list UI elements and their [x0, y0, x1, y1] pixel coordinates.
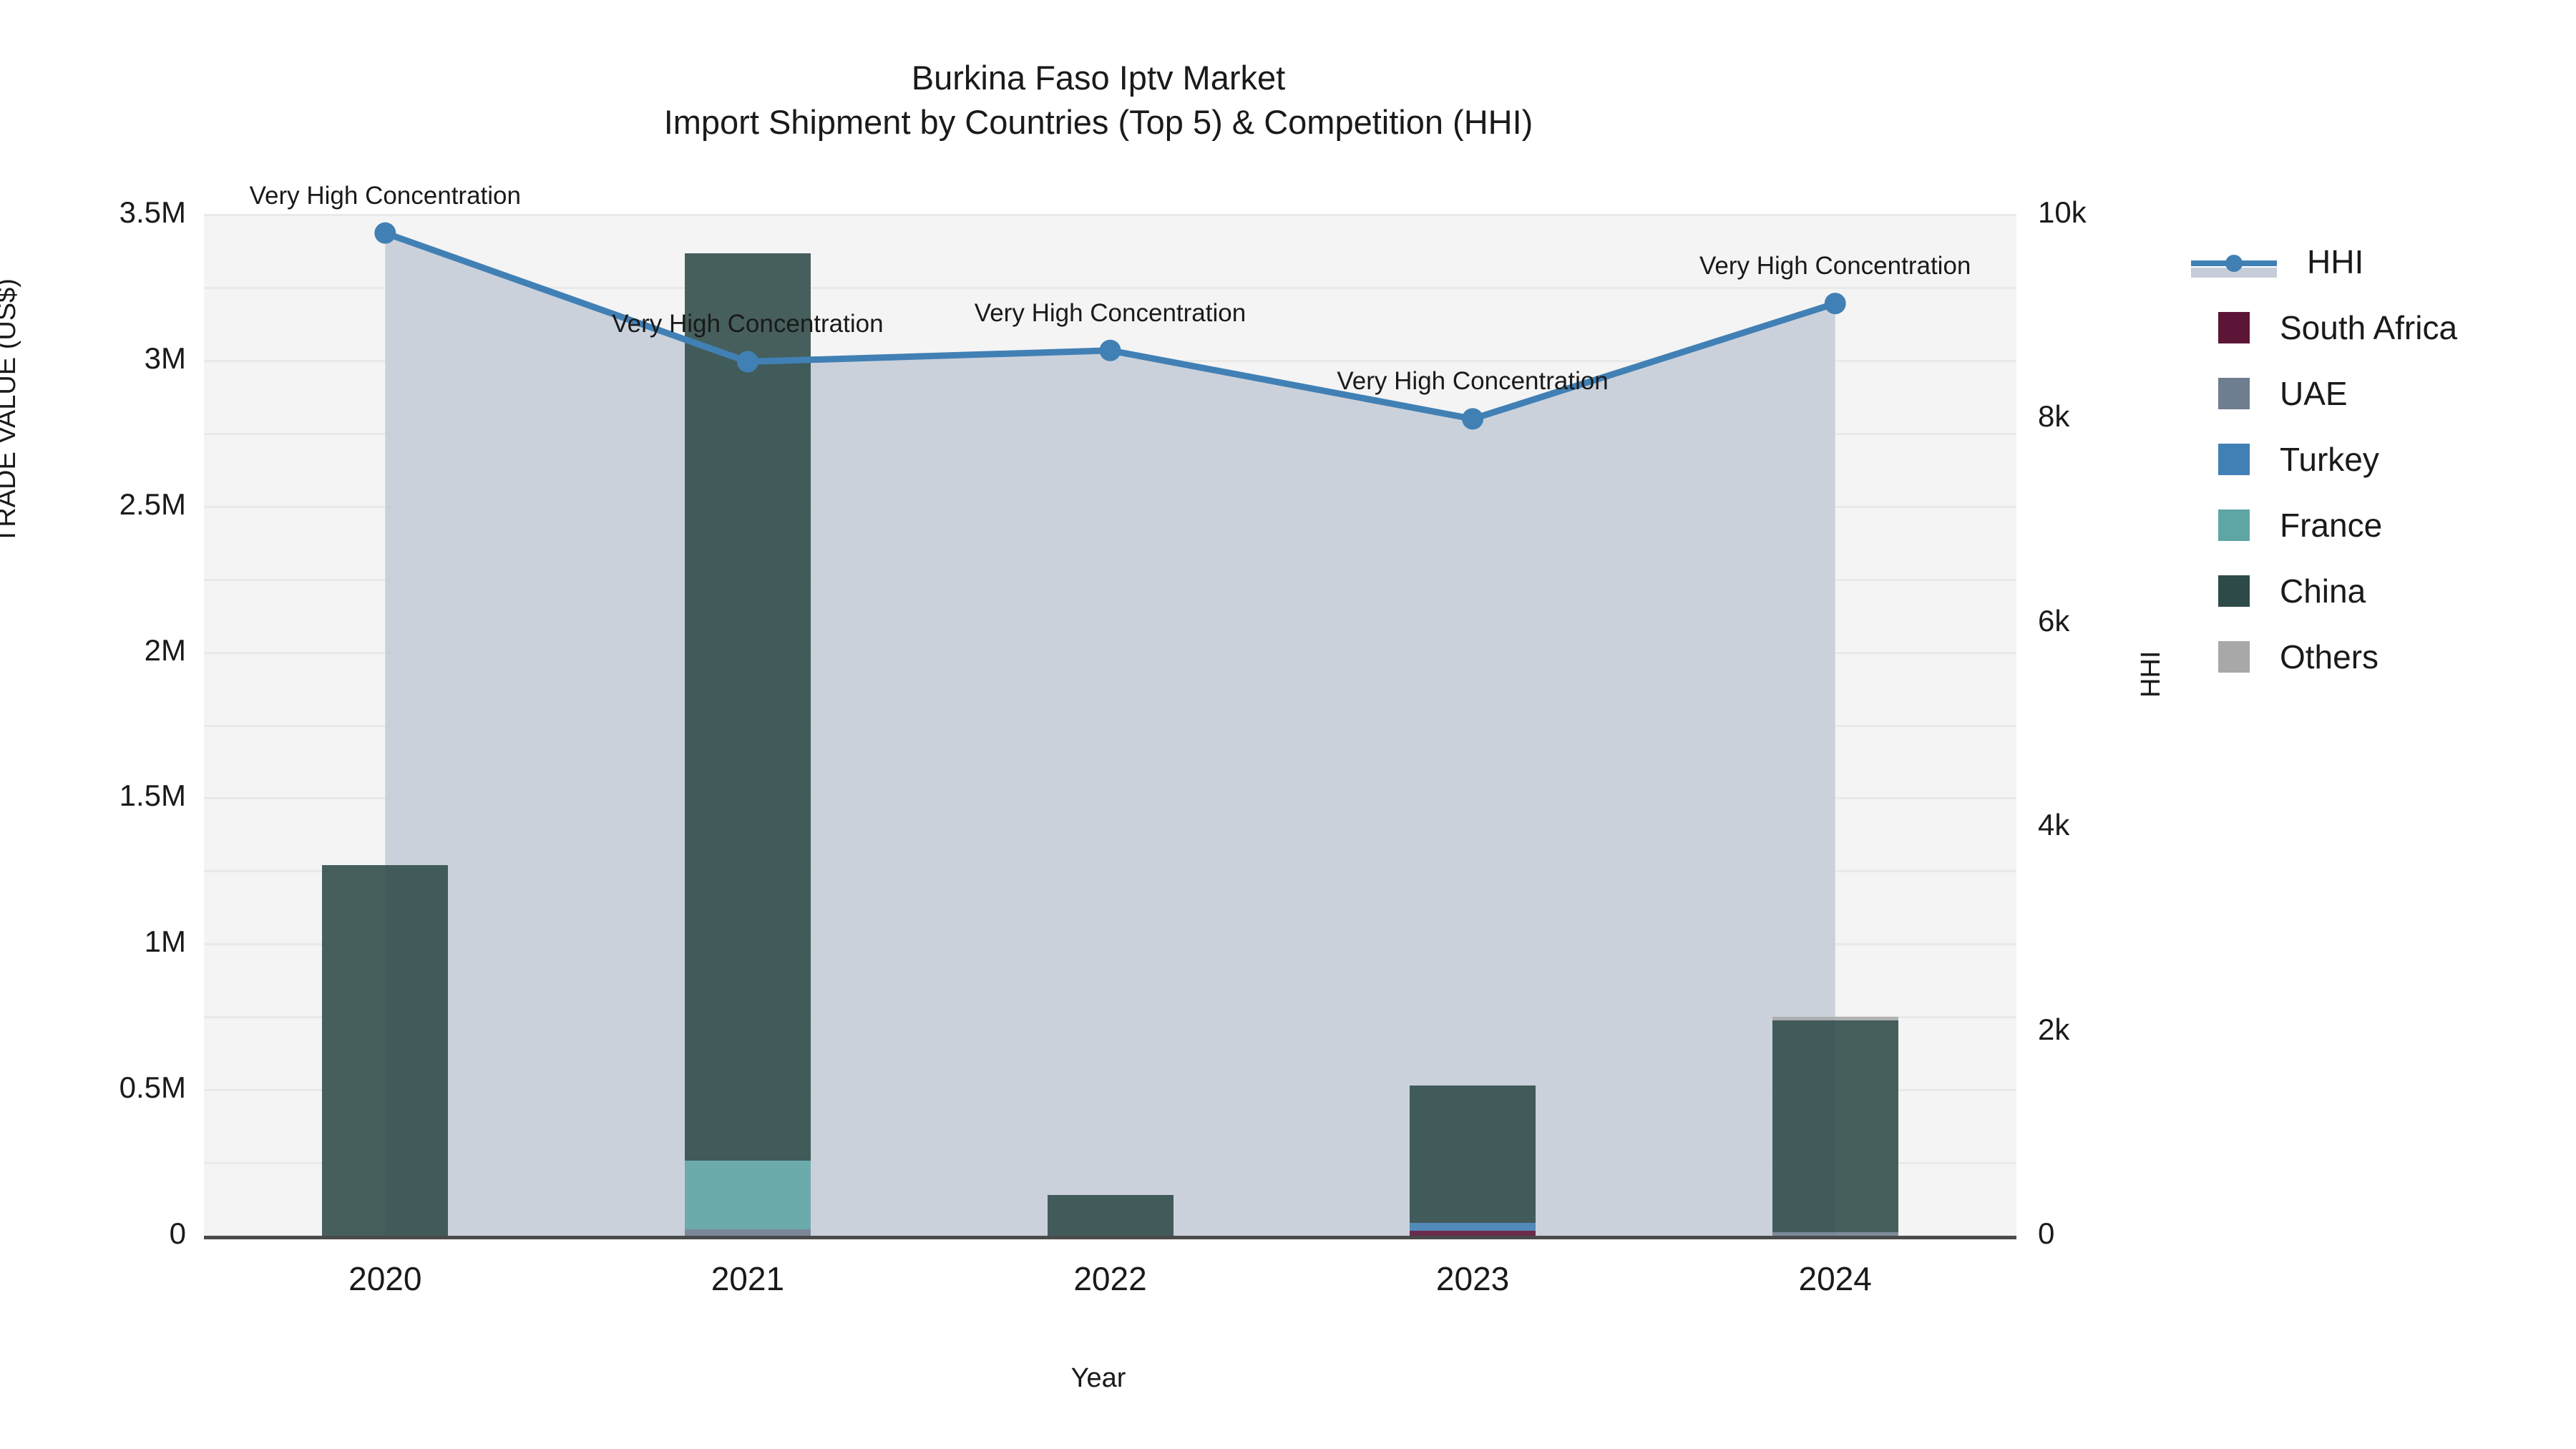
gridline — [204, 286, 2016, 289]
hhi-annotation: Very High Concentration — [612, 310, 884, 338]
legend-swatch-icon — [2218, 641, 2250, 673]
legend-label: China — [2280, 572, 2366, 610]
legend-item[interactable]: Others — [2218, 624, 2457, 690]
chart-title: Burkina Faso Iptv Market Import Shipment… — [0, 56, 2197, 145]
legend-item[interactable]: HHI — [2191, 229, 2457, 295]
x-axis-tick-label: 2020 — [348, 1260, 422, 1297]
y-axis-left-tick-label: 1M — [144, 924, 186, 959]
y-axis-right-tick-label: 6k — [2038, 603, 2070, 638]
y-axis-left-tick-label: 3.5M — [119, 195, 186, 229]
legend-label: UAE — [2280, 375, 2348, 412]
y-axis-left-title: TRADE VALUE (US$) — [0, 278, 21, 544]
hhi-point-marker — [374, 222, 396, 244]
x-axis-title: Year — [1070, 1363, 1126, 1393]
legend-line-marker-icon — [2191, 246, 2277, 278]
bar-segment — [1772, 1017, 1898, 1021]
y-axis-right-tick-label: 0 — [2038, 1216, 2055, 1250]
y-axis-left-tick-label: 3M — [144, 341, 186, 375]
y-axis-left-tick-label: 2M — [144, 633, 186, 667]
bar-segment — [684, 1161, 811, 1230]
x-axis-line — [204, 1236, 2016, 1239]
legend-swatch-icon — [2218, 575, 2250, 607]
bar-segment — [1772, 1231, 1898, 1236]
legend-swatch-icon — [2218, 509, 2250, 541]
y-axis-right-title: HHI — [2136, 650, 2166, 698]
plot-area: Very High Concentration Very High Concent… — [204, 182, 2016, 1237]
bar-segment — [322, 865, 449, 1236]
y-axis-right-tick-label: 10k — [2038, 195, 2087, 229]
legend-swatch-icon — [2218, 378, 2250, 409]
gridline — [204, 214, 2016, 216]
x-axis-tick-label: 2021 — [711, 1260, 785, 1297]
hhi-annotation: Very High Concentration — [1337, 367, 1609, 396]
bar-segment — [1410, 1085, 1536, 1224]
legend-item[interactable]: UAE — [2218, 361, 2457, 426]
hhi-annotation: Very High Concentration — [249, 181, 521, 210]
y-axis-left-tick-label: 0.5M — [119, 1070, 186, 1105]
y-axis-right-tick-label: 8k — [2038, 399, 2070, 434]
legend-label: Others — [2280, 638, 2379, 675]
hhi-line-group — [374, 222, 1846, 430]
bar-segment — [1410, 1230, 1536, 1236]
legend-label: South Africa — [2280, 309, 2458, 346]
y-axis-left-tick-label: 1.5M — [119, 779, 186, 813]
hhi-annotation: Very High Concentration — [974, 298, 1246, 327]
x-axis-tick-label: 2022 — [1073, 1260, 1147, 1297]
legend-label: Turkey — [2280, 441, 2379, 478]
legend-swatch-icon — [2218, 312, 2250, 343]
bar-segment — [684, 253, 811, 1161]
title-line-1: Burkina Faso Iptv Market — [911, 59, 1286, 97]
bar-segment — [1047, 1194, 1174, 1236]
chart-legend: HHI South Africa UAE Turkey France China Other… — [2191, 229, 2457, 690]
bar-segment — [684, 1229, 811, 1236]
legend-item[interactable]: China — [2218, 558, 2457, 624]
hhi-annotation: Very High Concentration — [1699, 252, 1971, 280]
hhi-point-marker — [1824, 293, 1846, 315]
legend-label: France — [2280, 507, 2383, 544]
hhi-point-marker — [1099, 339, 1121, 361]
y-axis-right-tick-label: 4k — [2038, 808, 2070, 842]
x-axis-tick-label: 2024 — [1798, 1260, 1872, 1297]
legend-item[interactable]: France — [2218, 492, 2457, 558]
bar-segment — [1772, 1020, 1898, 1232]
legend-label: HHI — [2307, 243, 2364, 280]
y-axis-left-tick-label: 2.5M — [119, 487, 186, 521]
y-axis-right-tick-label: 2k — [2038, 1012, 2070, 1046]
hhi-point-marker — [736, 351, 758, 373]
x-axis-tick-label: 2023 — [1435, 1260, 1510, 1297]
legend-swatch-icon — [2218, 444, 2250, 475]
legend-item[interactable]: Turkey — [2218, 426, 2457, 492]
bar-segment — [1410, 1223, 1536, 1231]
y-axis-left-tick-label: 0 — [169, 1216, 186, 1250]
hhi-point-marker — [1462, 408, 1484, 430]
title-line-2: Import Shipment by Countries (Top 5) & C… — [663, 103, 1533, 142]
legend-item[interactable]: South Africa — [2218, 295, 2457, 361]
